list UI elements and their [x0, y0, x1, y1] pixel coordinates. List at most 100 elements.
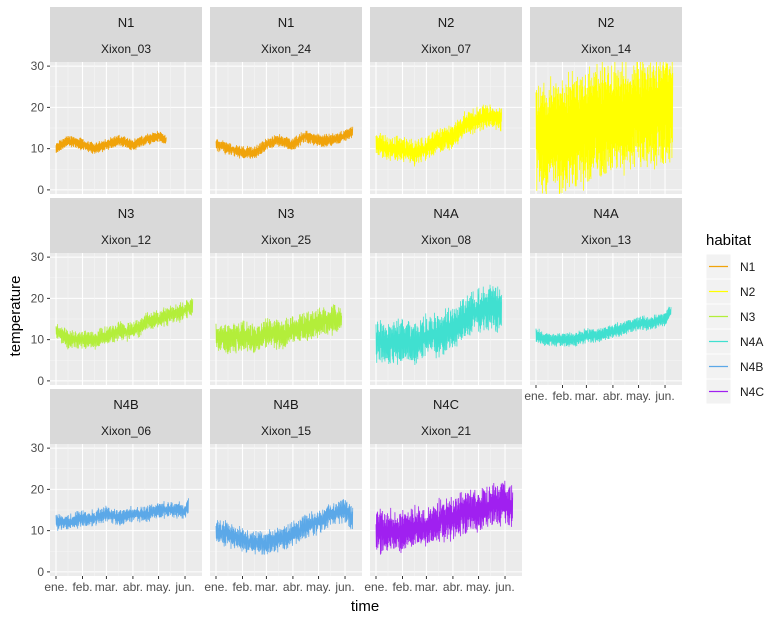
panel-xixon_08: N4A Xixon_08 [370, 198, 522, 385]
facet-site-label: Xixon_14 [581, 42, 631, 56]
panel-xixon_15: N4B Xixon_15 ene. feb. mar. abr. may. jun. [204, 389, 362, 594]
legend-item-n3: N3 [705, 303, 756, 330]
facet-site-label: Xixon_08 [421, 233, 471, 247]
x-tick-label: feb. [72, 580, 92, 594]
facet-site-label: Xixon_25 [261, 233, 311, 247]
series-line-xixon_07 [375, 104, 503, 167]
y-tick-label: 30 [31, 250, 45, 264]
facet-site-label: Xixon_24 [261, 42, 311, 56]
x-tick-label: jun. [654, 389, 674, 403]
facet-strip [370, 198, 522, 253]
x-tick-label: mar. [575, 389, 598, 403]
panels-layer: N1 Xixon_03 0 10 20 30 N1 Xixon_24 N2 Xixon_07 N2 X… [31, 7, 682, 594]
panel-xixon_14: N2 Xixon_14 [530, 7, 682, 194]
legend-item-n1: N1 [705, 253, 756, 280]
facet-strip [50, 198, 202, 253]
series-line-xixon_25 [215, 304, 343, 355]
x-tick-label: abr. [443, 580, 463, 594]
panel-xixon_03: N1 Xixon_03 0 10 20 30 [31, 7, 202, 197]
facet-habitat-label: N1 [278, 15, 295, 30]
series-line-xixon_12 [55, 298, 194, 350]
facet-habitat-label: N4B [273, 397, 298, 412]
legend-label: N2 [740, 285, 756, 299]
y-tick-label: 10 [31, 142, 45, 156]
x-tick-label: feb. [232, 580, 252, 594]
panel-xixon_12: N3 Xixon_12 0 10 20 30 [31, 198, 202, 388]
facet-site-label: Xixon_03 [101, 42, 151, 56]
x-tick-label: jun. [334, 580, 354, 594]
x-tick-label: may. [306, 580, 331, 594]
series-line-xixon_14 [535, 62, 674, 194]
x-axis-title: time [351, 598, 379, 615]
y-tick-label: 0 [37, 565, 44, 579]
legend-label: N3 [740, 310, 756, 324]
facet-habitat-label: N2 [438, 15, 455, 30]
facet-strip [370, 389, 522, 444]
facet-strip [210, 198, 362, 253]
panel-xixon_06: N4B Xixon_06 0 10 20 30 ene. feb. mar. abr. may. ju… [31, 389, 202, 594]
legend: habitat N1 N2 N3 N4A N4B N4C [705, 232, 764, 405]
series-line-xixon_06 [55, 498, 189, 531]
y-tick-label: 30 [31, 441, 45, 455]
facet-strip [530, 198, 682, 253]
x-tick-label: jun. [174, 580, 194, 594]
facet-habitat-label: N3 [278, 206, 295, 221]
legend-label: N4C [740, 385, 764, 399]
facet-habitat-label: N3 [118, 206, 135, 221]
series-line-xixon_15 [215, 498, 354, 555]
facet-site-label: Xixon_06 [101, 424, 151, 438]
legend-label: N4A [740, 335, 763, 349]
series-line-xixon_24 [215, 126, 354, 159]
x-tick-label: may. [466, 580, 491, 594]
facet-strip [210, 7, 362, 62]
legend-label: N4B [740, 360, 763, 374]
y-tick-label: 20 [31, 100, 45, 114]
y-tick-label: 0 [37, 183, 44, 197]
y-axis-title: temperature [7, 276, 24, 357]
facet-site-label: Xixon_13 [581, 233, 631, 247]
panel-xixon_24: N1 Xixon_24 [210, 7, 362, 194]
facet-site-label: Xixon_07 [421, 42, 471, 56]
legend-item-n4b: N4B [705, 353, 763, 380]
facet-strip [50, 389, 202, 444]
legend-item-n4c: N4C [705, 378, 764, 405]
facet-habitat-label: N4A [433, 206, 459, 221]
x-tick-label: feb. [392, 580, 412, 594]
series-line-xixon_13 [535, 306, 672, 347]
facet-strip [530, 7, 682, 62]
x-tick-label: mar. [255, 580, 278, 594]
panel-xixon_13: N4A Xixon_13 ene. feb. mar. abr. may. jun. [524, 198, 682, 403]
y-tick-label: 20 [31, 482, 45, 496]
x-tick-label: may. [626, 389, 651, 403]
facet-habitat-label: N4B [113, 397, 138, 412]
facet-site-label: Xixon_12 [101, 233, 151, 247]
x-tick-label: abr. [283, 580, 303, 594]
x-tick-label: abr. [603, 389, 623, 403]
facet-habitat-label: N4C [433, 397, 459, 412]
x-tick-label: ene. [44, 580, 67, 594]
facet-strip [50, 7, 202, 62]
x-tick-label: ene. [204, 580, 227, 594]
facet-site-label: Xixon_21 [421, 424, 471, 438]
x-tick-label: may. [146, 580, 171, 594]
facet-habitat-label: N2 [598, 15, 615, 30]
facet-habitat-label: N4A [593, 206, 619, 221]
legend-item-n4a: N4A [705, 328, 763, 355]
legend-title: habitat [706, 232, 752, 249]
facet-strip [210, 389, 362, 444]
panel-xixon_21: N4C Xixon_21 ene. feb. mar. abr. may. jun. [364, 389, 522, 594]
x-tick-label: ene. [524, 389, 547, 403]
x-tick-label: feb. [552, 389, 572, 403]
series-line-xixon_08 [375, 284, 503, 365]
series-line-xixon_03 [55, 130, 167, 154]
legend-item-n2: N2 [705, 278, 756, 305]
legend-keys: N1 N2 N3 N4A N4B N4C [705, 253, 764, 405]
panel-xixon_25: N3 Xixon_25 [210, 198, 362, 385]
y-tick-label: 20 [31, 291, 45, 305]
x-tick-label: abr. [123, 580, 143, 594]
panel-xixon_07: N2 Xixon_07 [370, 7, 522, 194]
x-tick-label: ene. [364, 580, 387, 594]
series-line-xixon_21 [375, 480, 514, 555]
legend-label: N1 [740, 260, 756, 274]
